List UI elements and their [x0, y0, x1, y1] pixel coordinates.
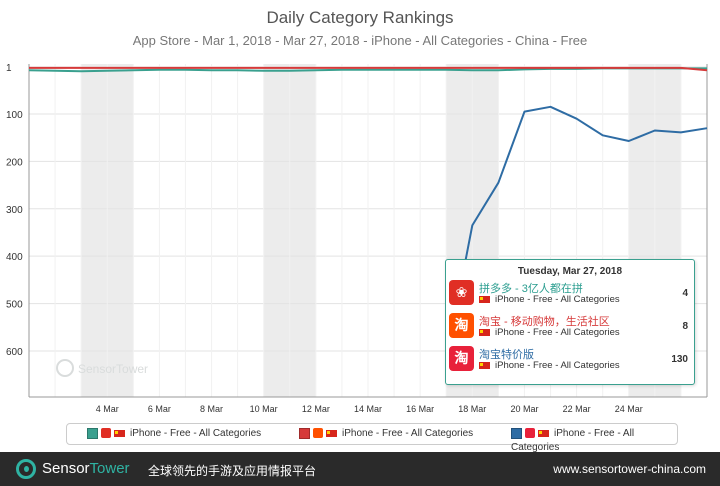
series-line-2: [29, 66, 708, 72]
y-tick-label: 500: [6, 300, 23, 311]
legend-label: iPhone - Free - All Categories: [342, 428, 474, 439]
china-flag-icon: [326, 429, 337, 437]
chart-title: Daily Category Rankings: [266, 8, 454, 27]
tooltip-row-pinduoduo: ❀ 拼多多 - 3亿人都在拼 iPhone - Free - All Categ…: [449, 280, 694, 313]
x-tick-label: 14 Mar: [354, 404, 382, 414]
taobao-app-icon: [313, 428, 323, 439]
tooltip-app-name: 拼多多 - 3亿人都在拼: [479, 283, 583, 295]
tooltip-date: Tuesday, Mar 27, 2018: [517, 266, 623, 277]
legend-swatch: [87, 427, 98, 439]
tooltip-app-sub: iPhone - Free - All Categories: [479, 327, 620, 338]
tooltip-row-taobao: 淘 淘宝 - 移动购物，生活社区 iPhone - Free - All Cat…: [449, 313, 694, 346]
x-tick-label: 8 Mar: [200, 404, 223, 414]
tooltip-app-sub: iPhone - Free - All Categories: [479, 360, 620, 371]
y-tick-label: 1: [6, 63, 12, 74]
x-tick-label: 18 Mar: [458, 404, 486, 414]
tooltip-rank-value: 8: [682, 321, 688, 332]
y-tick-label: 600: [6, 347, 23, 358]
x-tick-label: 16 Mar: [406, 404, 434, 414]
footer-url-link[interactable]: www.sensortower-china.com: [553, 462, 706, 476]
y-tick-label: 100: [6, 110, 23, 121]
x-tick-label: 12 Mar: [302, 404, 330, 414]
china-flag-icon: [114, 429, 125, 437]
legend-label: iPhone - Free - All Categories: [511, 428, 635, 453]
chart-subtitle: App Store - Mar 1, 2018 - Mar 27, 2018 -…: [132, 33, 588, 48]
sensortower-logo-icon: [16, 459, 36, 479]
pinduoduo-app-icon: [101, 428, 111, 439]
footer-brand: SensorTower: [42, 460, 130, 477]
x-tick-label: 4 Mar: [96, 404, 119, 414]
x-tick-label: 24 Mar: [615, 404, 643, 414]
china-flag-icon: [479, 295, 490, 303]
chart-legend: iPhone - Free - All Categories iPhone - …: [66, 423, 678, 453]
x-tick-label: 20 Mar: [510, 404, 538, 414]
china-flag-icon: [479, 328, 490, 336]
legend-swatch: [511, 427, 522, 439]
x-tick-label: 10 Mar: [250, 404, 278, 414]
tooltip-app-sub: iPhone - Free - All Categories: [479, 294, 620, 305]
series-line-3: [445, 105, 708, 361]
pinduoduo-app-icon: ❀: [449, 280, 474, 305]
tooltip-app-name: 淘宝特价版: [479, 349, 534, 361]
watermark-text: SensorTower: [78, 362, 149, 376]
taobao-lite-app-icon: 淘: [449, 346, 474, 371]
tooltip-rank-value: 4: [682, 288, 688, 299]
data-tooltip: Tuesday, Mar 27, 2018 ❀ 拼多多 - 3亿人都在拼 iPh…: [445, 259, 695, 385]
china-flag-icon: [538, 429, 549, 437]
tooltip-rank-value: 130: [671, 354, 688, 365]
footer-bar: SensorTower 全球领先的手游及应用情报平台 www.sensortow…: [0, 452, 720, 486]
legend-item-series-2[interactable]: iPhone - Free - All Categories: [299, 427, 473, 441]
china-flag-icon: [479, 361, 490, 369]
legend-item-series-3[interactable]: iPhone - Free - All Categories: [511, 427, 677, 453]
legend-label: iPhone - Free - All Categories: [130, 428, 262, 439]
sensortower-watermark: SensorTower: [56, 357, 166, 383]
y-tick-label: 200: [6, 157, 23, 168]
tooltip-row-taobao-lite: 淘 淘宝特价版 iPhone - Free - All Categories 1…: [449, 346, 694, 379]
x-tick-label: 6 Mar: [148, 404, 171, 414]
tooltip-app-name: 淘宝 - 移动购物，生活社区: [479, 316, 610, 328]
legend-swatch: [299, 427, 310, 439]
y-tick-label: 300: [6, 205, 23, 216]
y-tick-label: 400: [6, 252, 23, 263]
taobao-lite-app-icon: [525, 428, 535, 439]
watermark-logo-icon: [56, 359, 74, 377]
legend-item-series-1[interactable]: iPhone - Free - All Categories: [87, 427, 261, 441]
footer-slogan: 全球领先的手游及应用情报平台: [148, 464, 317, 478]
x-tick-label: 22 Mar: [563, 404, 591, 414]
taobao-app-icon: 淘: [449, 313, 474, 338]
